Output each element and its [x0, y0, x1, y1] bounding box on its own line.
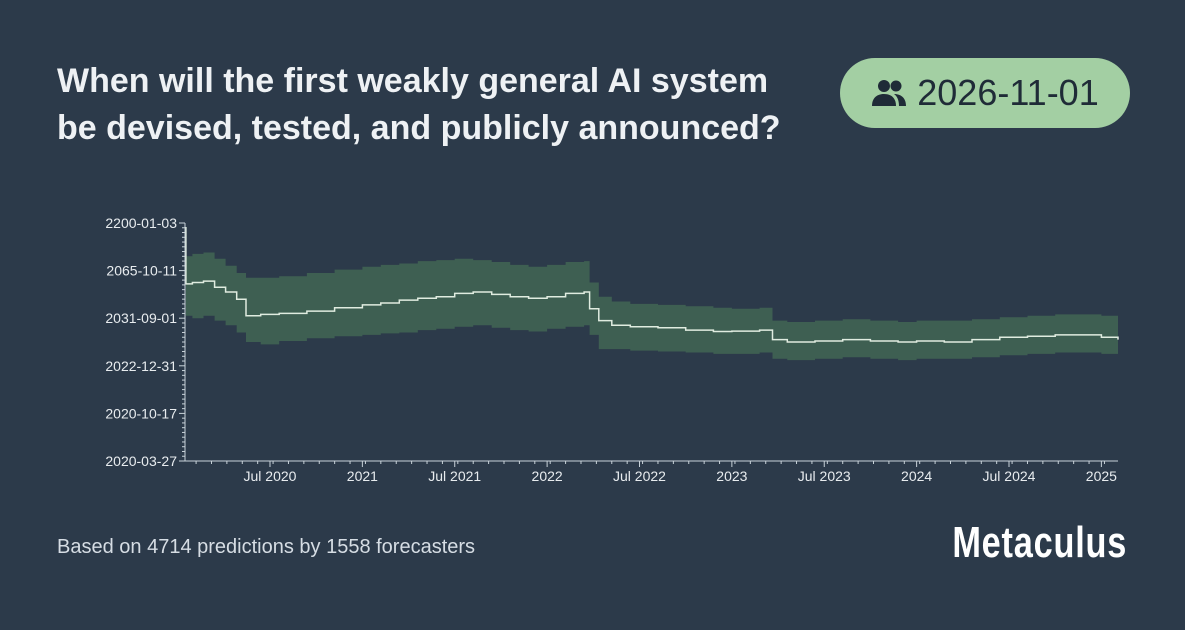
x-tick-label: Jul 2020: [244, 468, 297, 484]
confidence-band: [185, 227, 1118, 361]
x-tick-label: 2021: [347, 468, 378, 484]
community-prediction-badge: 2026-11-01: [840, 58, 1130, 128]
x-tick-label: Jul 2023: [798, 468, 851, 484]
x-tick-label: Jul 2021: [428, 468, 481, 484]
metaculus-logo: Metaculus: [952, 518, 1127, 567]
y-tick-label: 2065-10-11: [106, 263, 177, 279]
y-tick-label: 2022-12-31: [105, 358, 177, 374]
prediction-value: 2026-11-01: [917, 72, 1099, 113]
median-line: [185, 227, 1119, 343]
forecast-chart: 2020-03-27 2020-10-17 2022-12-31 2031-09-01…: [105, 215, 1119, 484]
users-icon: [872, 80, 907, 106]
y-tick-label: 2200-01-03: [105, 215, 177, 231]
y-axis-ticks: 2020-03-27 2020-10-17 2022-12-31 2031-09-01…: [105, 215, 185, 469]
y-tick-label: 2031-09-01: [105, 310, 177, 326]
x-tick-label: Jul 2024: [983, 468, 1036, 484]
x-tick-label: 2024: [901, 468, 932, 484]
x-axis-ticks: Jul 2020 2021 Jul 2021 2022 Jul 2022 2023 Jul …: [195, 461, 1117, 484]
predictions-summary: Based on 4714 predictions by 1558 foreca…: [57, 536, 476, 558]
x-tick-label: 2025: [1086, 468, 1117, 484]
x-tick-label: 2023: [716, 468, 747, 484]
question-title: When will the first weakly general AI sy…: [57, 62, 781, 147]
y-tick-label: 2020-10-17: [105, 405, 177, 421]
x-tick-label: 2022: [532, 468, 563, 484]
x-tick-label: Jul 2022: [613, 468, 666, 484]
y-tick-label: 2020-03-27: [105, 453, 177, 469]
